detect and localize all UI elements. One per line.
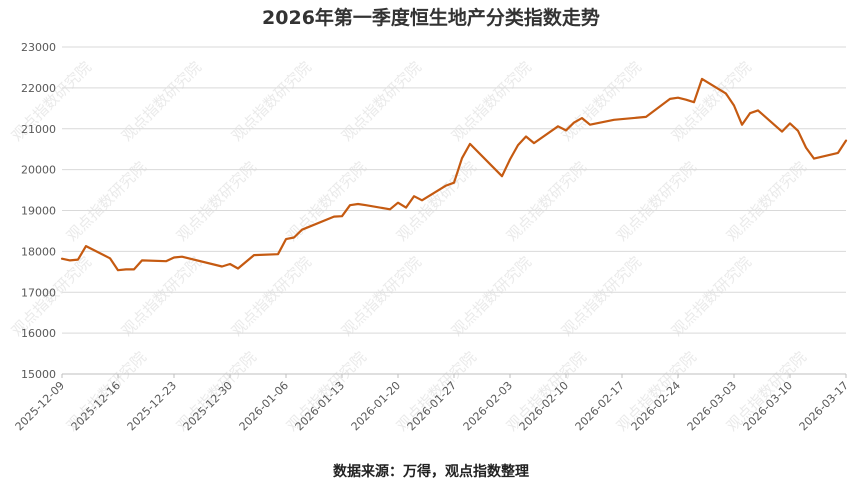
- y-gridlines: [62, 46, 846, 334]
- watermark-text: 观点指数研究院: [338, 58, 425, 145]
- watermark-text: 观点指数研究院: [63, 158, 150, 245]
- y-tick-label: 18000: [21, 245, 56, 258]
- watermark-text: 观点指数研究院: [118, 58, 205, 145]
- watermark-text: 观点指数研究院: [723, 348, 810, 435]
- watermark-text: 观点指数研究院: [668, 58, 755, 145]
- watermark-text: 观点指数研究院: [118, 253, 205, 340]
- y-tick-label: 22000: [21, 82, 56, 95]
- source-note: 数据来源：万得，观点指数整理: [333, 463, 529, 480]
- watermark-layer: 观点指数研究院 观点指数研究院 观点指数研究院 观点指数研究院 观点指数研究院 观点指数研…: [8, 58, 810, 435]
- watermark-text: 观点指数研究院: [283, 158, 370, 245]
- watermark-text: 观点指数研究院: [668, 253, 755, 340]
- chart-title: 2026年第一季度恒生地产分类指数走势: [262, 6, 600, 29]
- y-tick-label: 20000: [21, 164, 56, 177]
- y-tick-label: 16000: [21, 327, 56, 340]
- x-tick-label: 2025-12-16: [69, 379, 123, 433]
- y-tick-label: 15000: [21, 368, 56, 381]
- watermark-text: 观点指数研究院: [558, 58, 645, 145]
- watermark-text: 观点指数研究院: [558, 253, 645, 340]
- watermark-text: 观点指数研究院: [338, 253, 425, 340]
- y-tick-label: 21000: [21, 123, 56, 136]
- x-tick-label: 2025-12-09: [13, 379, 67, 433]
- watermark-text: 观点指数研究院: [228, 58, 315, 145]
- x-tick-label: 2026-03-17: [797, 379, 851, 433]
- watermark-text: 观点指数研究院: [448, 58, 535, 145]
- watermark-text: 观点指数研究院: [393, 158, 480, 245]
- y-tick-label: 23000: [21, 41, 56, 54]
- y-axis-ticks: 15000 16000 17000 18000 19000 20000 21000 22000…: [21, 41, 56, 381]
- watermark-text: 观点指数研究院: [448, 253, 535, 340]
- x-tick-label: 2026-01-06: [237, 379, 291, 433]
- watermark-text: 观点指数研究院: [173, 158, 260, 245]
- watermark-text: 观点指数研究院: [723, 158, 810, 245]
- watermark-text: 观点指数研究院: [613, 158, 700, 245]
- x-tick-label: 2025-12-23: [125, 379, 179, 433]
- watermark-text: 观点指数研究院: [503, 158, 590, 245]
- y-tick-label: 19000: [21, 205, 56, 218]
- y-tick-label: 17000: [21, 286, 56, 299]
- series-line: [60, 77, 848, 272]
